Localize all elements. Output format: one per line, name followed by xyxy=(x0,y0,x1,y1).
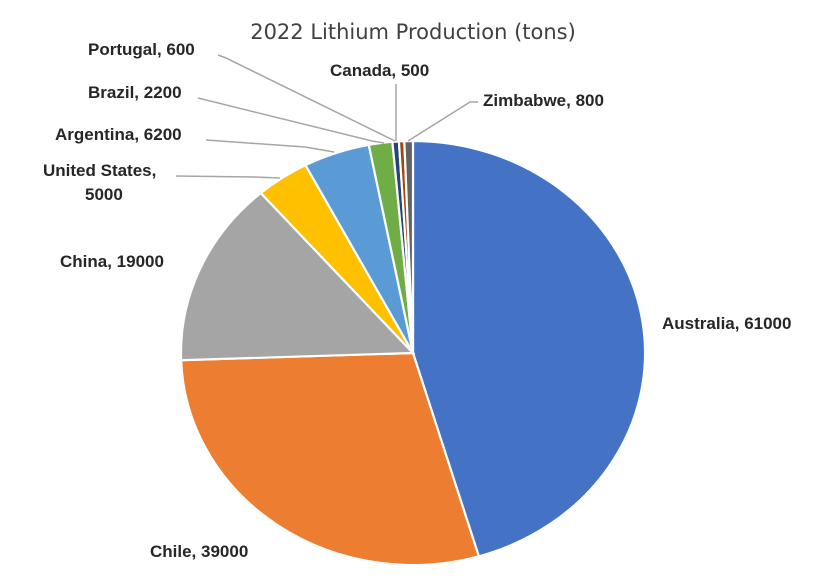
data-label-chile: Chile, 39000 xyxy=(150,542,248,561)
leader-line-portugal xyxy=(217,54,396,142)
data-label-brazil: Brazil, 2200 xyxy=(88,83,182,102)
leader-line-zimbabwe xyxy=(407,101,478,142)
leader-line-united-states xyxy=(175,175,281,179)
leader-lines xyxy=(175,54,478,179)
pie-slice-china xyxy=(179,191,416,362)
data-label-argentina: Argentina, 6200 xyxy=(55,125,182,144)
chart-title: 2022 Lithium Production (tons) xyxy=(250,20,576,44)
data-label-canada: Canada, 500 xyxy=(330,61,429,80)
pie-slice-chile xyxy=(179,351,481,567)
data-label-australia: Australia, 61000 xyxy=(662,314,791,333)
data-label-zimbabwe: Zimbabwe, 800 xyxy=(483,91,604,110)
data-label-china: China, 19000 xyxy=(60,252,164,271)
leader-line-brazil xyxy=(197,97,385,144)
leader-line-argentina xyxy=(205,139,335,153)
data-labels: Australia, 61000 Chile, 39000 China, 19000… xyxy=(43,40,791,561)
data-label-portugal: Portugal, 600 xyxy=(88,40,195,59)
pie-slices xyxy=(179,139,647,567)
data-label-united-states: United States, 5000 xyxy=(43,161,156,204)
pie-slice-australia xyxy=(411,139,647,558)
